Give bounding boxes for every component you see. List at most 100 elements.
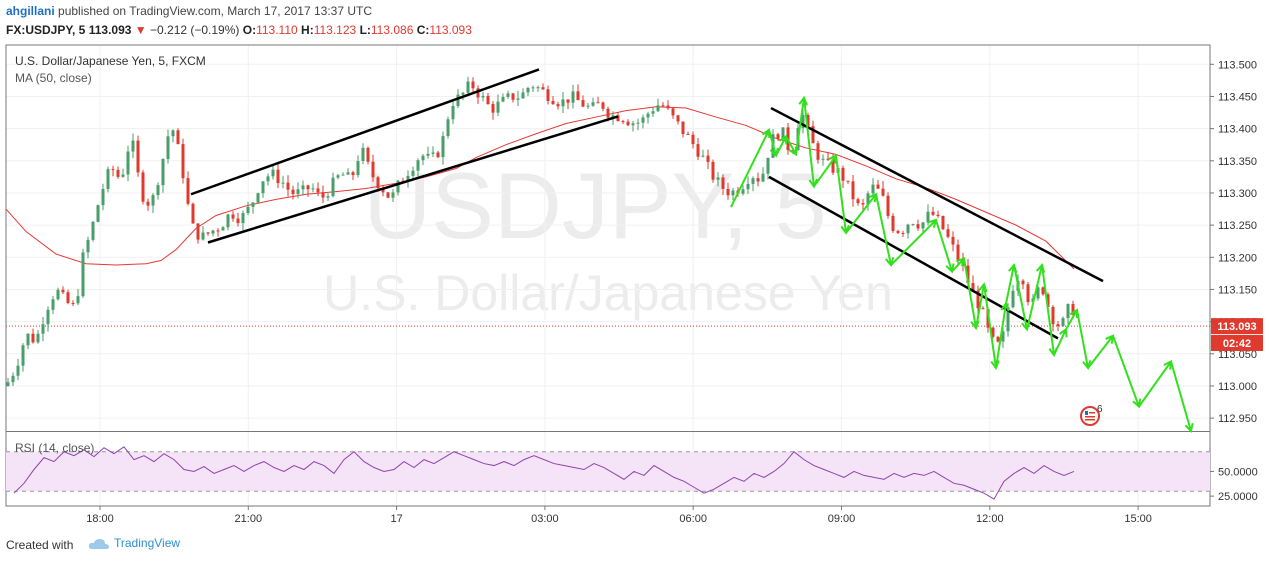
projection-segment[interactable] [875, 194, 892, 266]
arrowhead-icon [868, 192, 878, 203]
channel-line[interactable] [770, 106, 1104, 283]
candle-body [606, 108, 610, 118]
projection-segment[interactable] [1013, 264, 1028, 330]
candle-body [1011, 290, 1015, 308]
candle-body [831, 159, 835, 173]
candle-body [1066, 303, 1070, 319]
candle-body [751, 178, 755, 184]
candle-body [336, 175, 340, 178]
candle-body [446, 119, 450, 137]
chart-header: ahgillani published on TradingView.com, … [0, 0, 1269, 44]
candle-body [756, 178, 760, 182]
candle-body [691, 134, 695, 145]
candle-body [241, 213, 245, 224]
channel-line[interactable] [768, 175, 1059, 340]
candle-body [226, 214, 230, 228]
projection-segment[interactable] [975, 284, 985, 329]
candle-body [491, 104, 495, 113]
alert-count: 6 [1097, 404, 1103, 415]
candle-body [181, 144, 185, 179]
candle-body [456, 94, 460, 106]
channel-line[interactable] [190, 68, 540, 196]
projection-segment[interactable] [995, 303, 1007, 369]
alert-badge-icon[interactable]: 6 [1080, 404, 1103, 426]
channel-lines[interactable] [190, 68, 1104, 340]
candle-body [421, 155, 425, 161]
projection-segment[interactable] [890, 219, 937, 266]
candle-body [921, 222, 925, 229]
price-chart[interactable]: USDJPY, 5 U.S. Dollar/Japanese Yen 113.5… [0, 44, 1269, 532]
projection-segment[interactable] [803, 97, 815, 187]
y-tick-label: 112.950 [1218, 413, 1257, 425]
candle-body [346, 172, 350, 175]
projection-segment[interactable] [1005, 264, 1015, 304]
projection-segment[interactable] [1087, 335, 1114, 369]
projection-segment[interactable] [1170, 361, 1192, 432]
arrowhead-icon [778, 134, 788, 145]
candle-body [476, 88, 480, 98]
candle-body [591, 102, 595, 106]
candle-body [661, 105, 665, 107]
projection-segment[interactable] [775, 135, 787, 157]
projection-segment[interactable] [835, 155, 847, 233]
projection-segment[interactable] [1041, 264, 1055, 356]
candle-body [656, 105, 660, 112]
candle-body [536, 87, 540, 89]
candle-body [531, 87, 535, 89]
projection-segment[interactable] [935, 219, 953, 272]
author-name[interactable]: ahgillani [6, 4, 55, 18]
projection-segment[interactable] [785, 135, 797, 155]
projection-segment[interactable] [1065, 309, 1078, 330]
candle-body [426, 153, 430, 156]
candle-body [711, 161, 715, 180]
candle-body [731, 190, 735, 196]
projection-segment[interactable] [1026, 264, 1043, 330]
y-tick-label: 113.500 [1218, 59, 1257, 71]
candle-body [761, 173, 765, 182]
candle-body [471, 81, 475, 89]
candle-body [546, 89, 550, 101]
candle-body [391, 192, 395, 198]
candle-body [141, 172, 145, 202]
publish-line: ahgillani published on TradingView.com, … [6, 4, 372, 18]
projection-segment[interactable] [951, 257, 965, 273]
projection-segment[interactable] [983, 284, 997, 369]
candle-body [901, 232, 905, 234]
projection-segment[interactable] [795, 97, 805, 155]
projection-path[interactable] [730, 95, 1194, 434]
projection-segment[interactable] [1112, 335, 1140, 407]
tradingview-brand: TradingView [114, 536, 181, 550]
candle-body [231, 214, 235, 219]
projection-segment[interactable] [730, 129, 770, 208]
projection-segment[interactable] [813, 155, 837, 188]
candle-body [841, 167, 845, 181]
channel-line[interactable] [207, 115, 619, 244]
projection-segment[interactable] [768, 129, 777, 156]
candle-body [246, 206, 250, 214]
projection-segment[interactable] [1076, 309, 1089, 369]
rsi-tick-label: 50.0000 [1218, 466, 1258, 478]
projection-segment[interactable] [1053, 328, 1067, 356]
high-value: 113.123 [313, 23, 357, 37]
price-tag-box [1211, 318, 1263, 335]
tradingview-link[interactable]: TradingView [88, 536, 180, 550]
projection-segment[interactable] [963, 258, 977, 329]
candle-body [681, 121, 685, 134]
candle-body [71, 303, 75, 305]
candle-body [41, 324, 45, 334]
projection-segment[interactable] [1138, 360, 1172, 408]
candle-body [461, 92, 465, 95]
candle-body [526, 87, 530, 93]
rsi-tick-label: 25.0000 [1218, 491, 1258, 503]
candle-body [981, 308, 985, 310]
rsi-polyline [13, 446, 1075, 500]
candle-body [6, 382, 10, 386]
candle-body [376, 177, 380, 189]
candle-body [116, 169, 120, 177]
candle-body [946, 229, 950, 237]
projection-segment[interactable] [845, 193, 877, 234]
candle-body [221, 227, 225, 231]
candle-body [61, 289, 65, 293]
arrowhead-icon [1069, 308, 1079, 319]
candle-body [406, 175, 410, 182]
